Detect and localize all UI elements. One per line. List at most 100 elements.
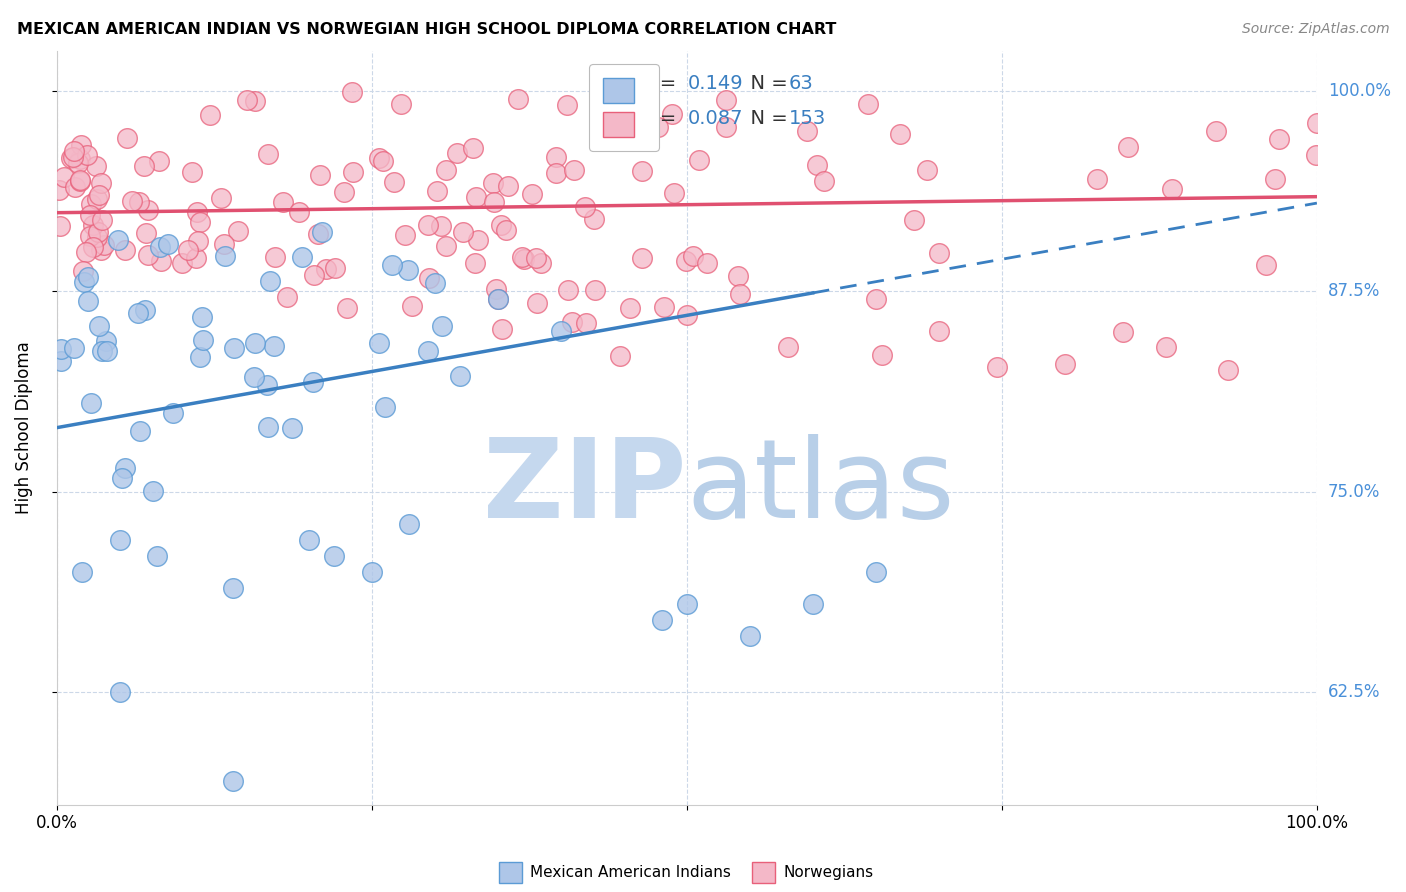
Point xyxy=(398,516,420,531)
Point xyxy=(520,186,543,201)
Point xyxy=(562,162,585,177)
Point xyxy=(865,293,887,307)
Point xyxy=(77,270,100,285)
Text: N =: N = xyxy=(738,109,794,128)
Point xyxy=(86,192,108,206)
Point xyxy=(696,255,718,269)
Text: 63: 63 xyxy=(789,74,814,94)
Point xyxy=(557,283,579,297)
Point xyxy=(222,773,245,788)
Point xyxy=(82,219,104,233)
Point xyxy=(423,277,446,291)
Point xyxy=(222,581,245,595)
Point xyxy=(583,283,606,297)
Point xyxy=(453,225,475,239)
Point xyxy=(222,342,245,356)
Point xyxy=(796,124,818,138)
Point xyxy=(73,275,96,289)
Point xyxy=(1306,116,1329,130)
Point xyxy=(191,310,214,324)
Point xyxy=(1218,363,1240,377)
Point xyxy=(682,249,704,263)
Point xyxy=(530,255,553,269)
Point xyxy=(631,251,654,265)
Point xyxy=(506,92,529,106)
Point xyxy=(62,151,84,165)
Point xyxy=(928,325,950,339)
Point xyxy=(69,152,91,166)
Point xyxy=(288,205,311,219)
Text: MEXICAN AMERICAN INDIAN VS NORWEGIAN HIGH SCHOOL DIPLOMA CORRELATION CHART: MEXICAN AMERICAN INDIAN VS NORWEGIAN HIG… xyxy=(17,22,837,37)
Point xyxy=(524,251,547,265)
Point xyxy=(96,343,118,358)
Point xyxy=(198,108,221,122)
Point xyxy=(63,179,86,194)
Point xyxy=(368,151,391,165)
Text: 62.5%: 62.5% xyxy=(1329,683,1381,701)
Point xyxy=(115,130,138,145)
Point xyxy=(368,336,391,351)
Text: 153: 153 xyxy=(789,109,827,128)
Text: R =: R = xyxy=(640,109,683,128)
Point xyxy=(561,315,583,329)
Point xyxy=(134,302,156,317)
Point xyxy=(1305,147,1327,161)
Point xyxy=(675,254,697,268)
Point xyxy=(609,349,631,363)
Point xyxy=(510,251,533,265)
Point xyxy=(491,219,513,233)
Point xyxy=(416,343,439,358)
Point xyxy=(142,484,165,499)
Point xyxy=(382,175,405,189)
Point xyxy=(51,353,73,368)
Point xyxy=(309,168,332,182)
Point xyxy=(322,549,344,563)
Point xyxy=(513,252,536,266)
Point xyxy=(486,293,509,307)
Point xyxy=(928,246,950,260)
Point xyxy=(371,154,394,169)
Point xyxy=(170,256,193,270)
Point xyxy=(727,268,749,283)
Point xyxy=(302,268,325,282)
Point xyxy=(236,93,259,107)
Point xyxy=(79,396,101,410)
Point xyxy=(430,319,453,334)
Point xyxy=(426,184,449,198)
Point xyxy=(271,195,294,210)
Point xyxy=(148,154,170,169)
Point xyxy=(79,208,101,222)
Point xyxy=(496,179,519,194)
Point xyxy=(214,249,236,263)
Point xyxy=(688,153,710,167)
Point xyxy=(256,378,278,392)
Point xyxy=(675,597,697,611)
Point xyxy=(544,166,567,180)
Point xyxy=(79,229,101,244)
Point xyxy=(1154,341,1177,355)
Point xyxy=(190,215,212,229)
Point xyxy=(323,260,346,275)
Point xyxy=(716,93,738,107)
Point xyxy=(90,244,112,258)
Point xyxy=(146,549,169,563)
Text: N =: N = xyxy=(738,74,794,94)
Point xyxy=(315,261,337,276)
Point xyxy=(243,335,266,350)
Text: ZIP: ZIP xyxy=(484,434,686,541)
Point xyxy=(263,339,285,353)
Point xyxy=(986,359,1008,374)
Point xyxy=(114,243,136,257)
Point xyxy=(1085,171,1108,186)
Point xyxy=(69,172,91,186)
Point xyxy=(62,341,84,355)
Point xyxy=(69,174,91,188)
Point xyxy=(652,300,675,314)
Point xyxy=(482,176,505,190)
Point xyxy=(486,293,509,307)
Point xyxy=(865,565,887,579)
Point xyxy=(257,147,280,161)
Point xyxy=(467,233,489,247)
Point xyxy=(63,144,86,158)
Point xyxy=(281,421,304,435)
